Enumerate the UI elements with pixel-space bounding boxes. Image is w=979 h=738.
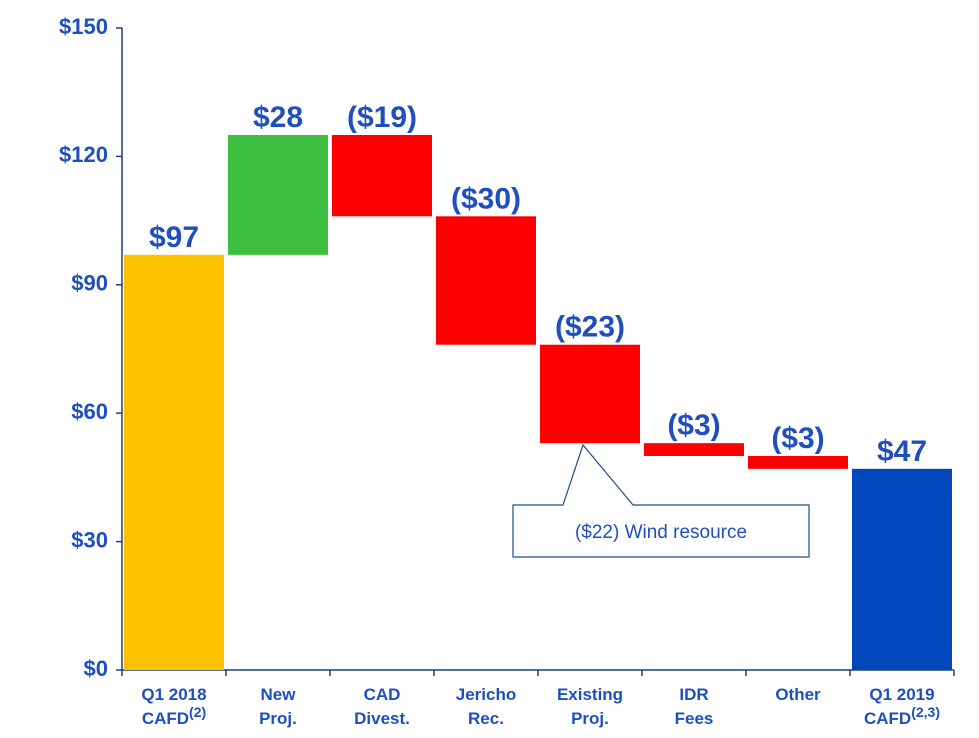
value-label: ($3) xyxy=(771,422,824,455)
y-tick-label: $30 xyxy=(71,527,108,552)
value-label: ($23) xyxy=(555,311,625,344)
x-tick-label-line: Divest. xyxy=(354,709,410,728)
bar xyxy=(748,456,848,469)
bar xyxy=(540,344,640,444)
x-tick-label: CAFD(2,3) xyxy=(864,704,940,728)
x-tick-label: Existing xyxy=(557,685,623,704)
x-tick-label: Jericho xyxy=(456,685,516,704)
x-tick-label: Proj. xyxy=(571,709,609,728)
x-tick-label: CAD xyxy=(364,685,401,704)
y-tick-label: $120 xyxy=(59,142,108,167)
x-tick-label-line: Q1 2018 xyxy=(141,685,206,704)
x-tick-label-line: Rec. xyxy=(468,709,504,728)
footnote: (2) xyxy=(189,704,206,720)
annotation: ($22) Wind resource xyxy=(575,522,747,543)
value-label: ($30) xyxy=(451,182,521,215)
x-tick-label: Other xyxy=(775,685,821,704)
bar xyxy=(644,443,744,456)
y-tick-label: $150 xyxy=(59,14,108,39)
x-tick-label-line: Other xyxy=(775,685,821,704)
x-tick-label-line: CAFD xyxy=(864,709,911,728)
y-tick-label: $90 xyxy=(71,271,108,296)
x-tick-label: Fees xyxy=(675,709,714,728)
bar xyxy=(852,468,952,670)
value-label: $97 xyxy=(149,221,199,254)
footnote: (2,3) xyxy=(911,704,940,720)
value-label: ($19) xyxy=(347,101,417,134)
x-tick-label: Q1 2019 xyxy=(869,685,934,704)
x-tick-label-line: IDR xyxy=(679,685,708,704)
value-label: $47 xyxy=(877,435,927,468)
x-tick-label: Proj. xyxy=(259,709,297,728)
x-tick-label: IDR xyxy=(679,685,708,704)
value-label: $28 xyxy=(253,101,303,134)
x-tick-label-line: Jericho xyxy=(456,685,516,704)
x-tick-label: Rec. xyxy=(468,709,504,728)
bar xyxy=(436,216,536,345)
x-tick-label: Divest. xyxy=(354,709,410,728)
x-tick-label: Q1 2018 xyxy=(141,685,206,704)
callout-box xyxy=(512,443,810,558)
y-tick-label: $60 xyxy=(71,399,108,424)
x-tick-label: New xyxy=(261,685,297,704)
x-tick-label-line: New xyxy=(261,685,297,704)
bar xyxy=(228,135,328,255)
x-tick-label-line: Proj. xyxy=(259,709,297,728)
x-tick-label-line: CAFD xyxy=(142,709,189,728)
x-tick-label-line: Proj. xyxy=(571,709,609,728)
y-tick-label: $0 xyxy=(84,656,108,681)
x-tick-label-line: CAD xyxy=(364,685,401,704)
value-label: ($3) xyxy=(667,409,720,442)
x-tick-label-line: Q1 2019 xyxy=(869,685,934,704)
x-tick-label: CAFD(2) xyxy=(142,704,206,728)
bar xyxy=(124,254,224,670)
x-tick-label-line: Fees xyxy=(675,709,714,728)
x-tick-label-line: Existing xyxy=(557,685,623,704)
bar xyxy=(332,135,432,217)
